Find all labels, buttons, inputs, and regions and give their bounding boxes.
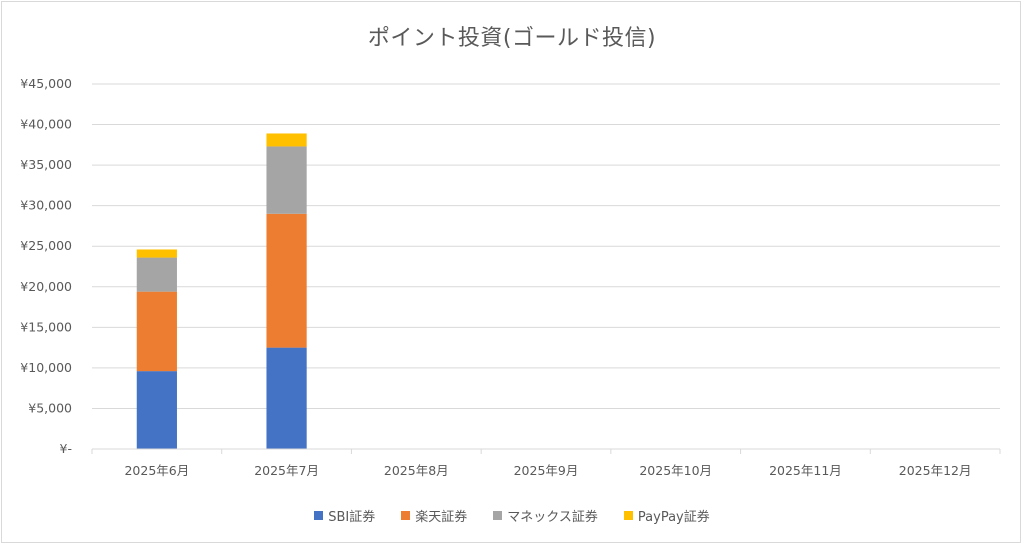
- x-tick-label: 2025年6月: [124, 463, 189, 478]
- x-axis: [91, 448, 1001, 454]
- legend-swatch: [623, 511, 633, 520]
- y-tick-label: ¥40,000: [20, 117, 72, 132]
- bar-segment: [266, 133, 307, 147]
- x-tick-label: 2025年8月: [384, 463, 449, 478]
- y-tick-label: ¥5,000: [28, 400, 72, 415]
- x-tick-label: 2025年9月: [514, 463, 579, 478]
- legend-swatch: [314, 511, 324, 520]
- y-tick-label: ¥20,000: [20, 279, 72, 294]
- y-tick-label: ¥30,000: [20, 198, 72, 213]
- bars: [136, 133, 307, 449]
- bar-segment: [136, 249, 177, 258]
- x-axis-ticks: 2025年6月 2025年7月 2025年8月 2025年9月 2025年10月 2025…: [124, 463, 971, 478]
- bar-segment: [266, 146, 307, 214]
- y-tick-label: ¥45,000: [20, 76, 72, 91]
- legend-label: SBI証券: [328, 510, 376, 525]
- legend-label: 楽天証券: [415, 510, 468, 525]
- chart-title: ポイント投資(ゴールド投信): [367, 26, 657, 51]
- legend-item: マネックス証券: [493, 506, 598, 525]
- bar-segment: [266, 213, 307, 348]
- legend-swatch: [401, 511, 411, 520]
- y-tick-label: ¥35,000: [20, 157, 72, 172]
- legend-label: マネックス証券: [507, 510, 598, 525]
- legend-label: PayPay証券: [637, 510, 710, 525]
- legend-item: 楽天証券: [401, 506, 467, 525]
- y-tick-label: ¥15,000: [20, 319, 72, 334]
- bar-segment: [136, 291, 177, 372]
- bar-segment: [136, 257, 177, 292]
- y-tick-label: ¥25,000: [20, 238, 72, 253]
- legend-item: PayPay証券: [623, 506, 710, 525]
- x-tick-label: 2025年10月: [639, 463, 712, 478]
- bar-segment: [266, 347, 307, 449]
- y-tick-label: ¥-: [60, 441, 72, 456]
- x-tick-label: 2025年11月: [769, 463, 842, 478]
- gridlines: [92, 83, 1000, 409]
- y-axis-ticks: ¥- ¥5,000 ¥10,000 ¥15,000 ¥20,000 ¥25,000 ¥30,…: [20, 76, 72, 456]
- legend-swatch: [493, 511, 503, 520]
- bar-segment: [136, 371, 177, 449]
- legend-item: SBI証券: [314, 506, 375, 525]
- x-tick-label: 2025年7月: [254, 463, 319, 478]
- x-tick-label: 2025年12月: [899, 463, 972, 478]
- y-tick-label: ¥10,000: [20, 360, 72, 375]
- legend: SBI証券 楽天証券 マネックス証券 PayPay証券: [0, 506, 1024, 525]
